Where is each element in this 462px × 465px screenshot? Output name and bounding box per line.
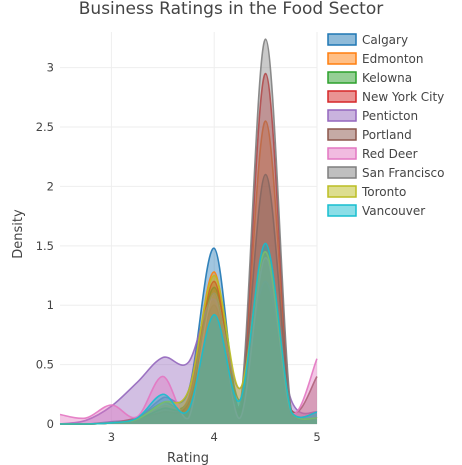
legend-item-kelowna[interactable]: Kelowna xyxy=(327,71,412,85)
y-axis-title: Density xyxy=(11,209,26,259)
legend-label: Vancouver xyxy=(362,204,425,218)
legend-swatch xyxy=(327,109,357,122)
density-areas xyxy=(59,38,318,425)
legend-item-portland[interactable]: Portland xyxy=(327,128,412,142)
density-area-red-deer xyxy=(60,257,317,424)
density-line-vancouver xyxy=(60,242,318,425)
legend-item-red-deer[interactable]: Red Deer xyxy=(327,147,418,161)
legend-swatch xyxy=(327,52,357,65)
density-area-portland xyxy=(60,174,317,424)
density-area-toronto xyxy=(60,251,317,424)
density-area-calgary xyxy=(60,243,317,424)
legend-item-vancouver[interactable]: Vancouver xyxy=(327,204,425,218)
legend-swatch xyxy=(327,128,357,141)
legend[interactable]: Calgary Edmonton Kelowna New York City Penti… xyxy=(327,33,444,218)
density-area-vancouver xyxy=(60,243,317,424)
x-tick-labels: 3 4 5 xyxy=(108,430,321,444)
legend-label: Portland xyxy=(362,128,412,142)
x-tick-label: 4 xyxy=(211,430,218,444)
legend-label: Toronto xyxy=(361,185,406,199)
legend-item-penticton[interactable]: Penticton xyxy=(327,109,418,123)
legend-label: San Francisco xyxy=(362,166,444,180)
legend-item-edmonton[interactable]: Edmonton xyxy=(327,52,424,66)
legend-item-new-york-city[interactable]: New York City xyxy=(327,90,444,104)
legend-label: Kelowna xyxy=(362,71,412,85)
legend-item-toronto[interactable]: Toronto xyxy=(327,185,406,199)
x-tick-label: 5 xyxy=(313,430,320,444)
y-tick-label: 2.5 xyxy=(36,120,54,134)
legend-swatch xyxy=(327,185,357,198)
legend-item-calgary[interactable]: Calgary xyxy=(327,33,408,47)
legend-swatch xyxy=(327,71,357,84)
legend-swatch xyxy=(327,33,357,46)
legend-swatch xyxy=(327,166,357,179)
legend-swatch xyxy=(327,90,357,103)
density-area-edmonton xyxy=(60,121,317,424)
legend-label: Calgary xyxy=(362,33,408,47)
legend-swatch xyxy=(327,147,357,160)
x-axis-title: Rating xyxy=(167,451,209,465)
legend-swatch xyxy=(327,204,357,217)
y-tick-label: 3 xyxy=(47,61,54,75)
gridlines xyxy=(60,32,318,425)
density-area-penticton xyxy=(60,281,317,424)
legend-label: Red Deer xyxy=(362,147,418,161)
legend-label: New York City xyxy=(362,90,444,104)
density-area-san-francisco xyxy=(60,39,317,424)
legend-label: Penticton xyxy=(362,109,418,123)
y-tick-label: 1.5 xyxy=(36,239,54,253)
legend-label: Edmonton xyxy=(362,52,424,66)
chart-title: Business Ratings in the Food Sector xyxy=(79,0,383,19)
y-tick-labels: 0 0.5 1 1.5 2 2.5 3 xyxy=(36,61,54,431)
y-tick-label: 0.5 xyxy=(36,358,54,372)
x-tick-label: 3 xyxy=(108,430,115,444)
y-tick-label: 2 xyxy=(47,179,54,193)
y-tick-label: 1 xyxy=(47,298,54,312)
density-area-kelowna xyxy=(60,281,317,424)
y-tick-label: 0 xyxy=(47,417,54,431)
legend-item-san-francisco[interactable]: San Francisco xyxy=(327,166,444,180)
